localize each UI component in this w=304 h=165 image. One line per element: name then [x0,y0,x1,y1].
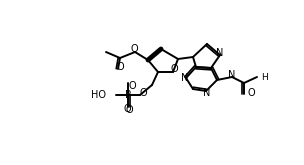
Text: O: O [139,87,147,98]
Text: P: P [125,90,131,100]
Text: O: O [130,44,138,54]
Text: N: N [216,49,224,59]
Text: N: N [228,70,236,81]
Text: HO: HO [91,90,106,100]
Text: O: O [123,104,131,114]
Text: N: N [203,87,211,98]
Text: N: N [181,73,189,83]
Text: O: O [248,88,256,98]
Text: O: O [125,105,133,115]
Text: O: O [170,64,178,74]
Text: H: H [261,72,268,82]
Text: O: O [128,81,136,91]
Text: O: O [116,63,124,72]
